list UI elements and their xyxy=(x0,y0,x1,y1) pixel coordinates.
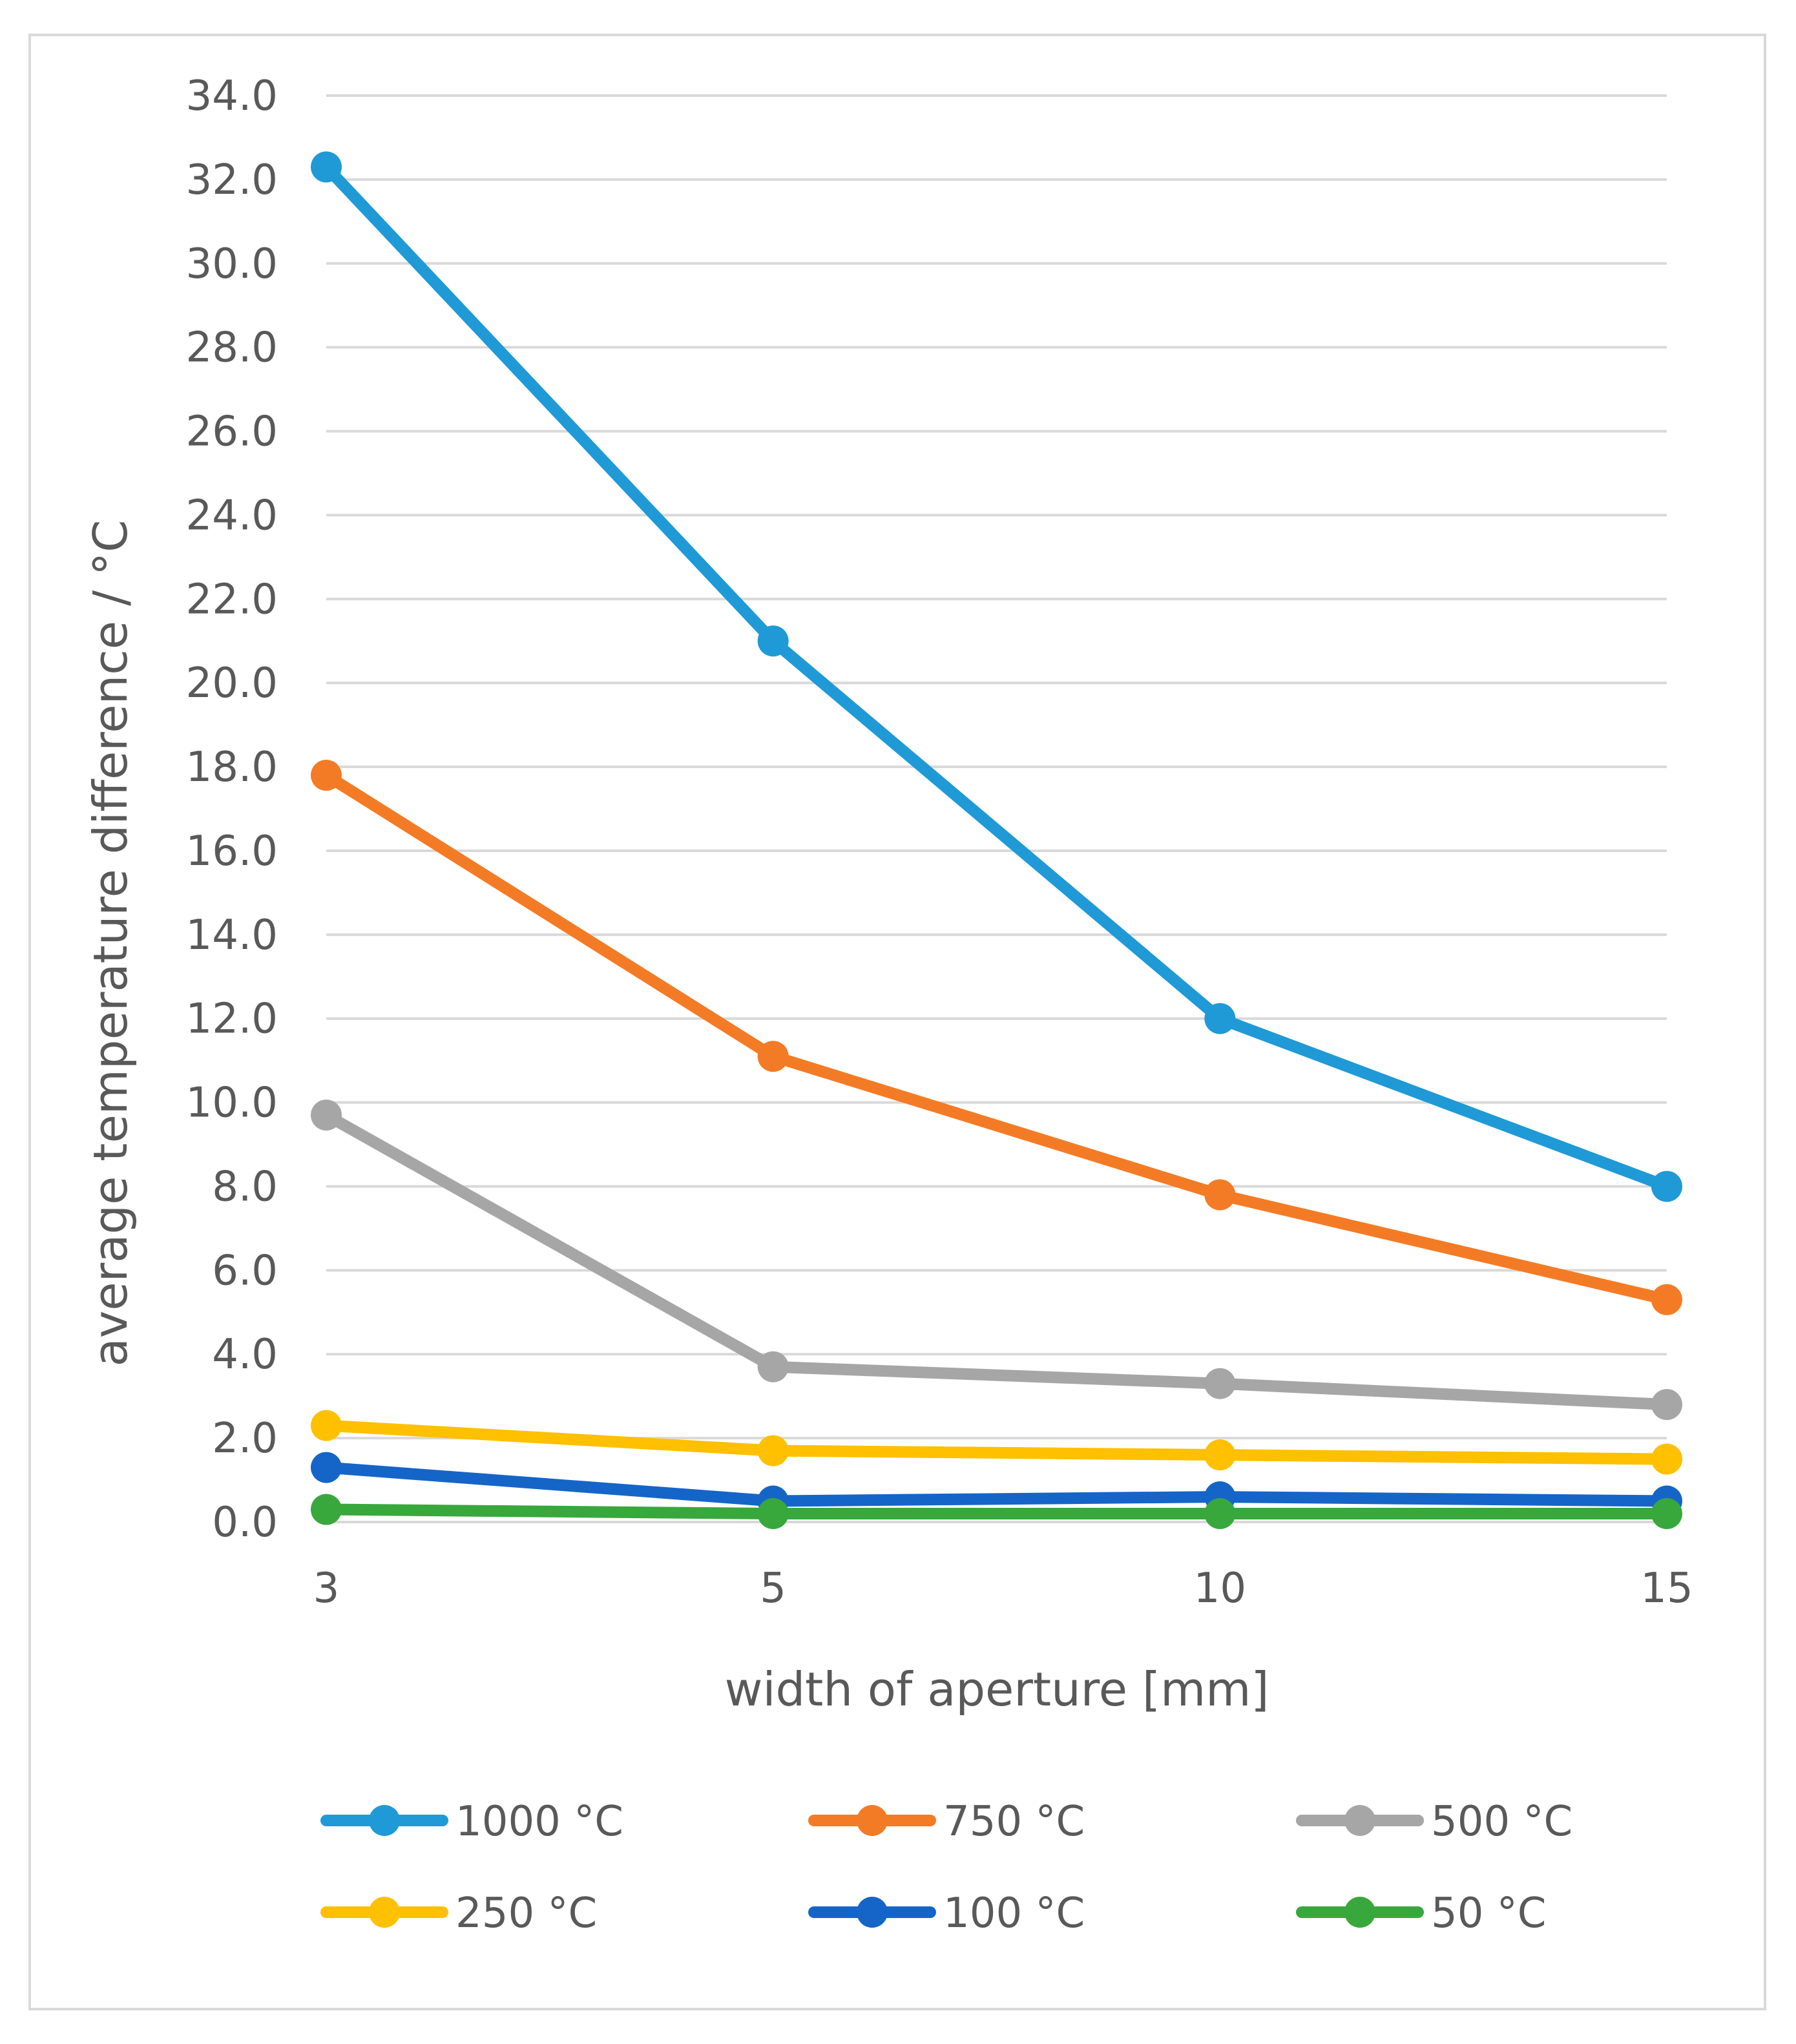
series-line-4 xyxy=(320,1461,1673,1507)
data-point-2-1 xyxy=(757,1351,789,1382)
y-tick-label-9: 18.0 xyxy=(186,744,278,791)
y-tick-label-2: 4.0 xyxy=(212,1331,278,1379)
y-tick-label-14: 28.0 xyxy=(186,324,278,372)
x-tick-label-3: 15 xyxy=(1640,1565,1693,1612)
y-tick-label-3: 6.0 xyxy=(212,1247,278,1295)
legend-item-4: 100 °C xyxy=(808,1890,1085,1937)
data-point-1-1 xyxy=(757,1041,789,1072)
legend-label-0: 1000 °C xyxy=(455,1798,623,1846)
y-tick-label-16: 32.0 xyxy=(186,156,278,204)
legend-swatch-marker-3 xyxy=(369,1897,400,1928)
data-point-2-0 xyxy=(311,1100,342,1131)
y-axis-ticks: 0.0 2.0 4.0 6.0 8.0 10.0 12.0 14.0 16.0 18.0 20.0 2… xyxy=(186,72,278,1547)
data-point-0-1 xyxy=(757,625,789,657)
legend-label-4: 100 °C xyxy=(943,1890,1085,1937)
data-point-2-3 xyxy=(1651,1389,1682,1421)
y-tick-label-1: 2.0 xyxy=(212,1415,278,1463)
series-3 xyxy=(311,1410,1682,1475)
y-tick-label-5: 10.0 xyxy=(186,1079,278,1127)
data-point-3-2 xyxy=(1204,1439,1236,1471)
x-tick-label-2: 10 xyxy=(1194,1565,1246,1612)
y-tick-label-11: 22.0 xyxy=(186,576,278,623)
data-point-1-0 xyxy=(311,760,342,791)
data-point-0-3 xyxy=(1651,1171,1682,1202)
data-point-1-3 xyxy=(1651,1284,1682,1315)
y-tick-label-12: 24.0 xyxy=(186,492,278,539)
legend-label-1: 750 °C xyxy=(943,1798,1085,1846)
data-point-5-2 xyxy=(1204,1498,1236,1530)
x-tick-label-1: 5 xyxy=(760,1565,786,1612)
x-axis-ticks: 3 5 10 15 xyxy=(313,1565,1693,1612)
y-tick-label-4: 8.0 xyxy=(212,1163,278,1211)
series-1 xyxy=(311,760,1682,1315)
legend-swatch-marker-5 xyxy=(1344,1897,1375,1928)
y-tick-label-17: 34.0 xyxy=(186,72,278,120)
series-lines xyxy=(311,151,1682,1530)
series-2 xyxy=(311,1100,1682,1421)
y-axis-title: average temperature difference / °C xyxy=(83,520,138,1367)
x-axis-title: width of aperture [mm] xyxy=(725,1662,1269,1716)
legend-swatch-marker-0 xyxy=(369,1805,400,1836)
legend-label-5: 50 °C xyxy=(1431,1890,1546,1937)
legend: 1000 °C 750 °C 500 °C 250 °C 100 °C 50 °C xyxy=(320,1798,1572,1937)
gridlines xyxy=(326,94,1667,1523)
data-point-3-0 xyxy=(311,1410,342,1441)
legend-swatch-marker-1 xyxy=(857,1805,888,1836)
series-line-5 xyxy=(320,1503,1673,1520)
legend-swatch-marker-4 xyxy=(857,1897,888,1928)
data-point-5-1 xyxy=(757,1498,789,1530)
y-tick-label-0: 0.0 xyxy=(212,1499,278,1547)
series-line-1 xyxy=(320,769,1673,1306)
series-line-2 xyxy=(320,1109,1673,1411)
legend-item-3: 250 °C xyxy=(320,1890,597,1937)
data-point-0-0 xyxy=(311,151,342,183)
data-point-1-2 xyxy=(1204,1179,1236,1211)
legend-item-2: 500 °C xyxy=(1296,1798,1572,1846)
legend-item-5: 50 °C xyxy=(1296,1890,1546,1937)
data-point-3-3 xyxy=(1651,1443,1682,1475)
y-tick-label-10: 20.0 xyxy=(186,660,278,707)
legend-item-0: 1000 °C xyxy=(320,1798,623,1846)
data-point-4-0 xyxy=(311,1452,342,1483)
y-tick-label-13: 26.0 xyxy=(186,408,278,456)
data-point-5-3 xyxy=(1651,1498,1682,1530)
legend-swatch-marker-2 xyxy=(1344,1805,1375,1836)
data-point-3-1 xyxy=(757,1435,789,1466)
series-5 xyxy=(311,1494,1682,1530)
data-point-0-2 xyxy=(1204,1003,1236,1034)
data-point-2-2 xyxy=(1204,1368,1236,1399)
y-tick-label-15: 30.0 xyxy=(186,240,278,288)
legend-label-3: 250 °C xyxy=(455,1890,597,1937)
data-point-5-0 xyxy=(311,1494,342,1525)
x-tick-label-0: 3 xyxy=(313,1565,340,1612)
y-tick-label-6: 12.0 xyxy=(186,996,278,1043)
series-line-0 xyxy=(320,161,1673,1193)
legend-item-1: 750 °C xyxy=(808,1798,1085,1846)
series-line-3 xyxy=(320,1419,1673,1465)
y-tick-label-8: 16.0 xyxy=(186,828,278,875)
y-tick-label-7: 14.0 xyxy=(186,912,278,959)
series-0 xyxy=(311,151,1682,1202)
chart-frame xyxy=(28,34,1766,2010)
legend-label-2: 500 °C xyxy=(1431,1798,1572,1846)
